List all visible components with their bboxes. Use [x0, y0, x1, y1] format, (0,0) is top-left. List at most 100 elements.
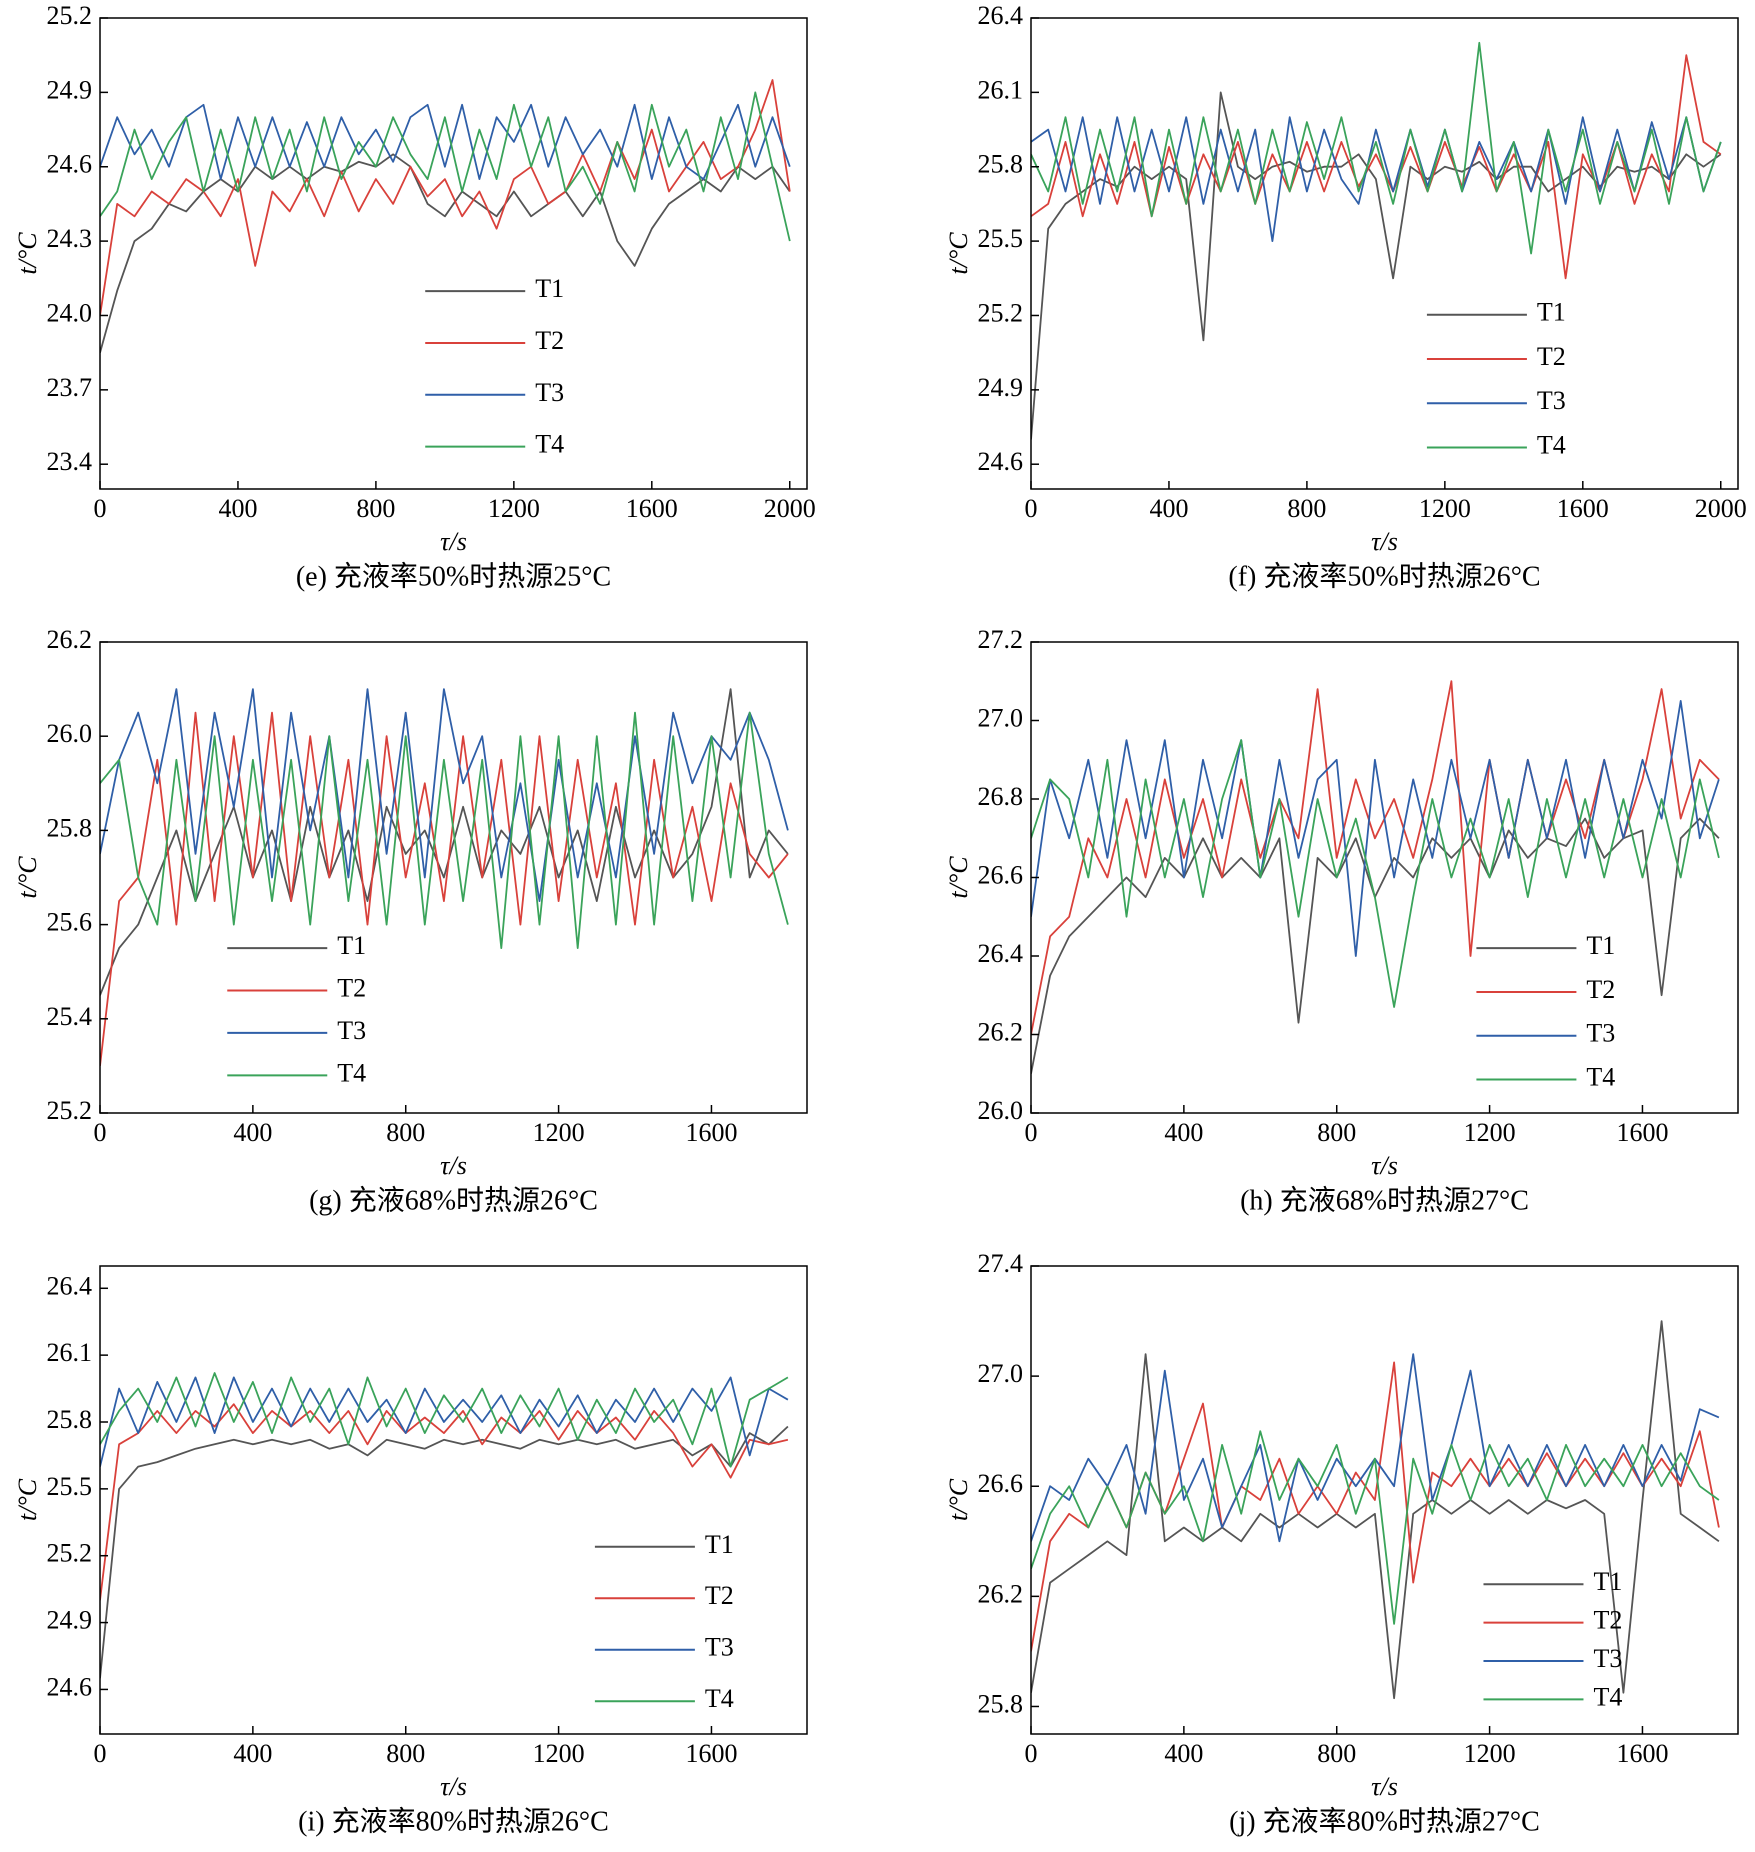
y-tick-label: 25.2	[47, 1, 93, 30]
y-tick-label: 26.0	[978, 1096, 1024, 1125]
y-tick-label: 24.9	[978, 373, 1024, 402]
y-tick-label: 26.2	[978, 1579, 1024, 1608]
y-tick-label: 25.5	[978, 224, 1024, 253]
x-tick-label: 400	[218, 494, 257, 523]
series-line	[100, 79, 791, 316]
x-tick-label: 400	[1149, 494, 1188, 523]
legend-label: T3	[1586, 1019, 1615, 1048]
x-tick-label: 400	[233, 1739, 272, 1768]
x-tick-label: 1200	[533, 1118, 585, 1147]
legend-label: T3	[1593, 1644, 1622, 1673]
legend-label: T4	[1537, 431, 1566, 460]
panel: 23.4 23.7 24.0 24.3 24.6 24.9 25.2 0 400 800 1200 1…	[13, 1, 816, 592]
plot-area	[100, 1372, 789, 1679]
x-tick-label: 2000	[1695, 494, 1747, 523]
y-tick-label: 26.2	[47, 625, 93, 654]
x-tick-label: 1200	[533, 1739, 585, 1768]
x-tick-label: 0	[1025, 1118, 1038, 1147]
series-line	[100, 711, 789, 949]
y-tick-label: 27.2	[978, 625, 1024, 654]
panel: 26.0 26.2 26.4 26.6 26.8 27.0 27.2 0 400 800 1200 1…	[944, 625, 1739, 1216]
x-tick-label: 0	[94, 494, 107, 523]
legend-label: T2	[337, 974, 366, 1003]
series-line	[1031, 700, 1720, 957]
y-axis-label: t/°C	[944, 1478, 973, 1521]
y-tick-label: 25.8	[47, 1405, 93, 1434]
legend-label: T4	[1586, 1063, 1615, 1092]
y-tick-label: 24.6	[47, 1672, 93, 1701]
x-axis-label: τ/s	[1371, 1772, 1398, 1801]
series-line	[1031, 116, 1722, 242]
plot-area	[100, 688, 789, 1067]
x-tick-label: 0	[94, 1118, 107, 1147]
legend-label: T3	[337, 1016, 366, 1045]
x-tick-label: 400	[233, 1118, 272, 1147]
x-tick-label: 1600	[1557, 494, 1609, 523]
y-tick-label: 25.8	[978, 1689, 1024, 1718]
x-tick-label: 1200	[1419, 494, 1471, 523]
y-tick-label: 26.8	[978, 782, 1024, 811]
caption: (e) 充液率50%时热源25°C	[296, 560, 611, 592]
y-tick-label: 25.6	[47, 908, 93, 937]
y-tick-label: 25.8	[47, 813, 93, 842]
y-axis-label: t/°C	[944, 232, 973, 275]
x-tick-label: 1200	[488, 494, 540, 523]
panel: 24.6 24.9 25.2 25.5 25.8 26.1 26.4 0 400 800 1200 1…	[13, 1265, 808, 1837]
plot-frame	[1030, 1265, 1739, 1735]
legend-label: T1	[535, 274, 564, 303]
y-tick-label: 24.9	[47, 1606, 93, 1635]
x-tick-label: 800	[1317, 1118, 1356, 1147]
plot-frame	[99, 1265, 808, 1735]
series-line	[100, 688, 789, 902]
legend-label: T1	[337, 931, 366, 960]
x-tick-label: 0	[1025, 1739, 1038, 1768]
y-tick-label: 24.3	[47, 224, 93, 253]
y-tick-label: 26.1	[978, 75, 1024, 104]
caption: (f) 充液率50%时热源26°C	[1228, 560, 1540, 592]
y-tick-label: 25.2	[47, 1539, 93, 1568]
y-axis-label: t/°C	[13, 856, 42, 899]
legend-label: T2	[705, 1581, 734, 1610]
x-axis-label: τ/s	[440, 1772, 467, 1801]
legend-label: T3	[1537, 386, 1566, 415]
y-tick-label: 25.4	[47, 1002, 93, 1031]
x-tick-label: 1600	[685, 1739, 737, 1768]
x-tick-label: 800	[386, 1739, 425, 1768]
x-tick-label: 1600	[685, 1118, 737, 1147]
y-tick-label: 25.8	[978, 150, 1024, 179]
legend-label: T1	[1586, 931, 1615, 960]
series-line	[100, 1403, 789, 1601]
x-tick-label: 1600	[626, 494, 678, 523]
series-line	[100, 1372, 789, 1468]
x-tick-label: 800	[356, 494, 395, 523]
y-tick-label: 23.7	[47, 373, 93, 402]
series-line	[1031, 1430, 1720, 1625]
y-tick-label: 26.2	[978, 1017, 1024, 1046]
y-tick-label: 24.6	[47, 150, 93, 179]
y-tick-label: 26.4	[978, 939, 1024, 968]
series-line	[100, 1425, 789, 1679]
series-line	[1031, 1320, 1720, 1700]
y-tick-label: 26.1	[47, 1338, 93, 1367]
caption: (j) 充液率80%时热源27°C	[1229, 1805, 1540, 1837]
panel: 24.6 24.9 25.2 25.5 25.8 26.1 26.4 0 400 800 1200 1…	[944, 1, 1747, 592]
y-tick-label: 27.0	[978, 1359, 1024, 1388]
y-tick-label: 23.4	[47, 447, 93, 476]
legend-label: T2	[1593, 1606, 1622, 1635]
x-tick-label: 800	[1287, 494, 1326, 523]
plot-area	[1031, 41, 1722, 440]
legend-label: T1	[1537, 298, 1566, 327]
plot-area	[1031, 1320, 1720, 1700]
y-tick-label: 24.9	[47, 75, 93, 104]
x-tick-label: 800	[1317, 1739, 1356, 1768]
legend-label: T3	[705, 1633, 734, 1662]
y-tick-label: 26.0	[47, 719, 93, 748]
y-axis-label: t/°C	[944, 856, 973, 899]
series-line	[1031, 41, 1722, 255]
panel: 25.2 25.4 25.6 25.8 26.0 26.2 0 400 800 1200 1600 τ…	[13, 625, 808, 1216]
plot-area	[1031, 680, 1720, 1074]
series-line	[100, 711, 789, 1067]
y-tick-label: 27.0	[978, 703, 1024, 732]
y-tick-label: 26.6	[978, 1469, 1024, 1498]
legend-label: T4	[535, 430, 564, 459]
